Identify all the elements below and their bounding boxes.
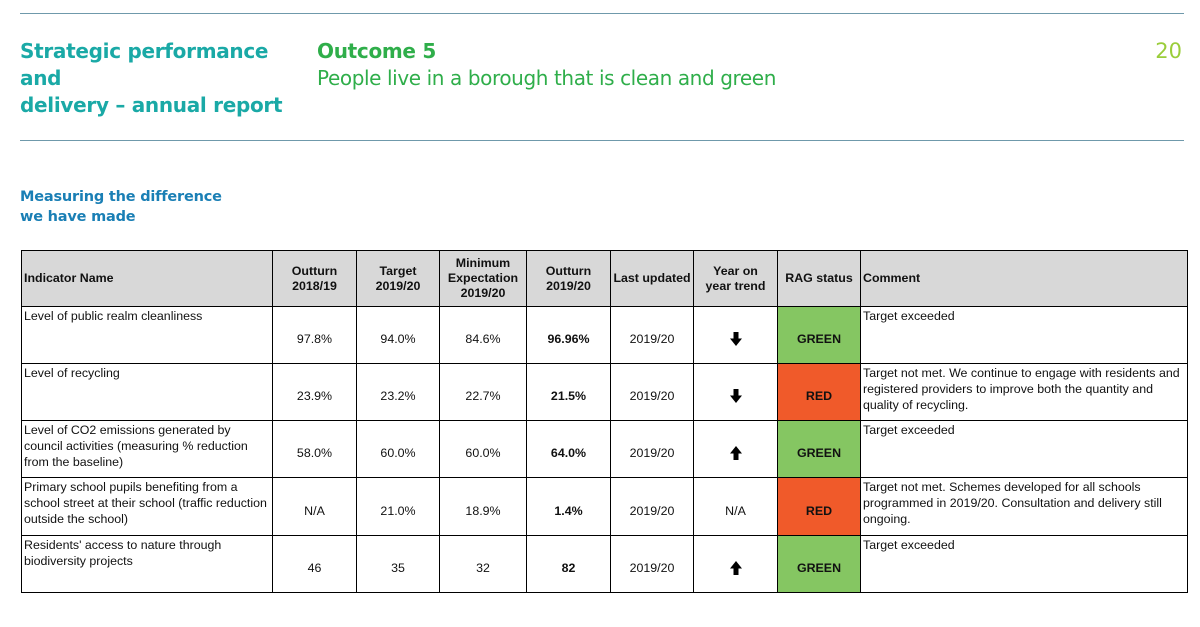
comment-cell: Target exceeded [860,306,1188,364]
outturn-2018-19-cell: 23.9% [272,363,357,421]
header-target: Target 2019/20 [356,250,440,307]
outcome-description: People live in a borough that is clean a… [317,66,776,90]
minimum-expectation-cell: 32 [439,535,527,593]
header-year-on-year-trend: Year on year trend [693,250,778,307]
rag-status-badge: RED [777,477,861,536]
header-text: Outturn [545,263,592,278]
minimum-expectation-cell: 22.7% [439,363,527,421]
header-minimum-expectation: Minimum Expectation 2019/20 [439,250,527,307]
arrow-up-icon [729,560,743,576]
header-outturn-2018-19: Outturn 2018/19 [272,250,357,307]
outturn-2019-20-cell: 64.0% [526,420,611,478]
comment-cell: Target not met. We continue to engage wi… [860,363,1188,421]
section-heading: Measuring the difference we have made [20,187,222,227]
report-title: Strategic performance and delivery – ann… [20,38,310,119]
comment-cell: Target exceeded [860,535,1188,593]
last-updated-cell: 2019/20 [610,477,694,536]
header-text: Minimum [455,256,511,270]
header-rag-status: RAG status [777,250,861,307]
last-updated-cell: 2019/20 [610,420,694,478]
header-text: Expectation [447,271,519,285]
header-divider [20,140,1184,141]
header-text: 2019/20 [460,286,506,300]
header-last-updated: Last updated [610,250,694,307]
arrow-down-icon [729,388,743,404]
section-heading-line2: we have made [20,209,136,225]
rag-status-badge: GREEN [777,535,861,593]
outturn-2018-19-cell: 58.0% [272,420,357,478]
performance-table: Indicator Name Outturn 2018/19 Target 2019… [21,250,1188,593]
indicator-name-cell: Primary school pupils benefiting from a … [21,477,273,536]
header-text: 2019/20 [375,278,421,293]
trend-cell [693,306,778,364]
comment-cell: Target exceeded [860,420,1188,478]
minimum-expectation-cell: 18.9% [439,477,527,536]
trend-cell [693,363,778,421]
rag-status-badge: RED [777,363,861,421]
header-outturn-2019-20: Outturn 2019/20 [526,250,611,307]
section-heading-line1: Measuring the difference [20,189,222,205]
report-title-line2: delivery – annual report [20,93,283,117]
table-row: Level of public realm cleanliness 97.8% 94… [21,306,1188,364]
outturn-2019-20-cell: 82 [526,535,611,593]
header-indicator-name: Indicator Name [21,250,273,307]
trend-cell: N/A [693,477,778,536]
header-text: Target [379,263,417,278]
indicator-name-cell: Level of recycling [21,363,273,421]
indicator-name-cell: Residents' access to nature through biod… [21,535,273,593]
minimum-expectation-cell: 84.6% [439,306,527,364]
comment-cell: Target not met. Schemes developed for al… [860,477,1188,536]
table-row: Level of recycling 23.9% 23.2% 22.7% 21.5% 20… [21,363,1188,421]
outturn-2018-19-cell: N/A [272,477,357,536]
header-text: 2018/19 [292,278,337,293]
arrow-down-icon [729,331,743,347]
last-updated-cell: 2019/20 [610,363,694,421]
page-number: 20 [1155,39,1182,63]
outcome-label: Outcome 5 [317,39,436,63]
outturn-2019-20-cell: 21.5% [526,363,611,421]
indicator-name-cell: Level of public realm cleanliness [21,306,273,364]
table-row: Residents' access to nature through biod… [21,535,1188,593]
indicator-name-cell: Level of CO2 emissions generated by coun… [21,420,273,478]
last-updated-cell: 2019/20 [610,306,694,364]
outturn-2019-20-cell: 96.96% [526,306,611,364]
table-row: Primary school pupils benefiting from a … [21,477,1188,536]
report-title-line1: Strategic performance and [20,39,269,90]
header-text: Outturn [291,263,338,278]
header-comment: Comment [860,250,1188,307]
outturn-2018-19-cell: 46 [272,535,357,593]
target-cell: 60.0% [356,420,440,478]
arrow-up-icon [729,445,743,461]
outturn-2019-20-cell: 1.4% [526,477,611,536]
outturn-2018-19-cell: 97.8% [272,306,357,364]
header-text: year trend [705,278,766,293]
rag-status-badge: GREEN [777,420,861,478]
rag-status-badge: GREEN [777,306,861,364]
top-divider [20,13,1184,14]
last-updated-cell: 2019/20 [610,535,694,593]
table-row: Level of CO2 emissions generated by coun… [21,420,1188,478]
target-cell: 23.2% [356,363,440,421]
header-text: Year on [713,263,758,278]
minimum-expectation-cell: 60.0% [439,420,527,478]
target-cell: 94.0% [356,306,440,364]
table-header-row: Indicator Name Outturn 2018/19 Target 2019… [21,250,1188,307]
target-cell: 21.0% [356,477,440,536]
trend-cell [693,535,778,593]
outcome-heading: Outcome 5 People live in a borough that … [317,38,776,92]
header-text: 2019/20 [546,278,591,293]
target-cell: 35 [356,535,440,593]
trend-cell [693,420,778,478]
